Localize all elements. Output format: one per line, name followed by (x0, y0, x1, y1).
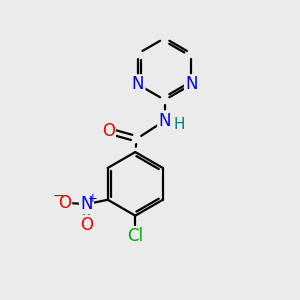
Text: +: + (88, 192, 98, 205)
Text: O: O (80, 216, 93, 234)
Text: N: N (132, 76, 144, 94)
Text: N: N (158, 112, 171, 130)
Text: O: O (58, 194, 71, 212)
Text: O: O (102, 122, 115, 140)
Text: H: H (173, 118, 184, 133)
Text: N: N (185, 76, 198, 94)
Text: Cl: Cl (127, 227, 143, 245)
Text: N: N (80, 195, 93, 213)
Text: −: − (53, 189, 64, 203)
